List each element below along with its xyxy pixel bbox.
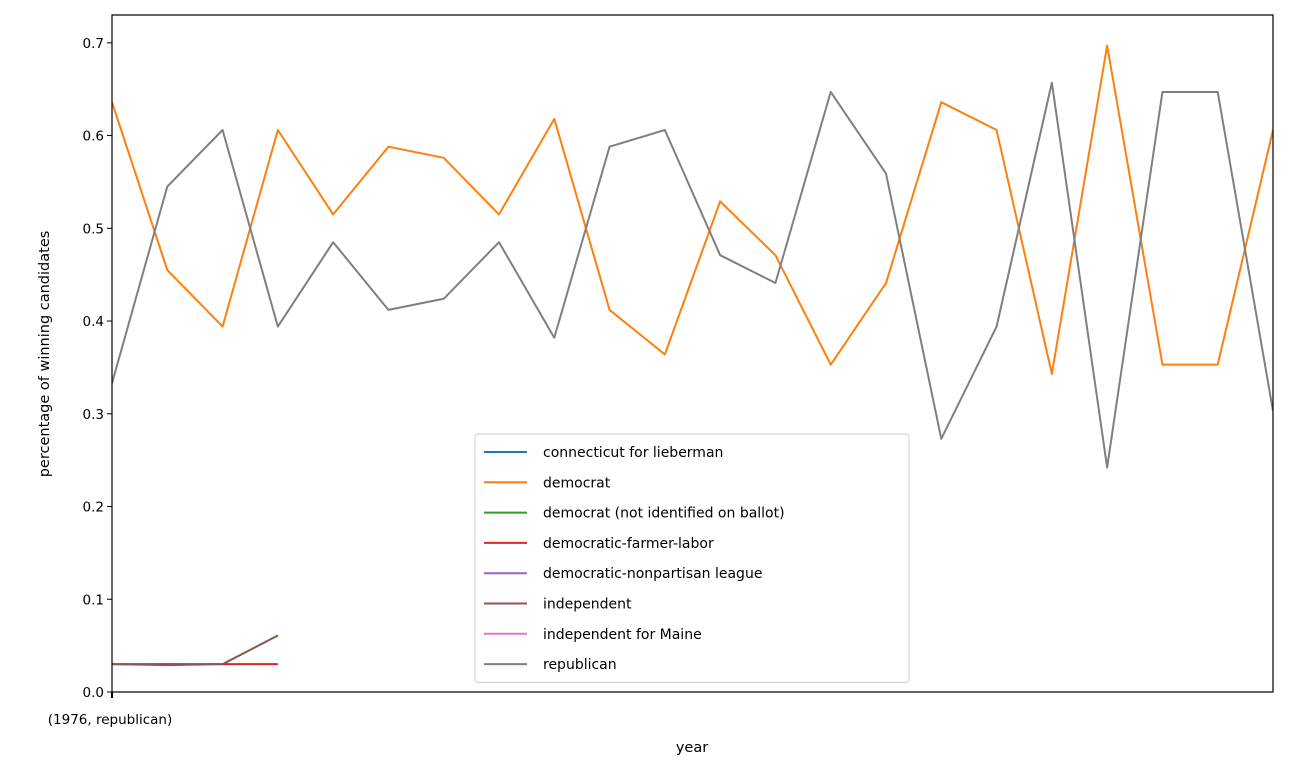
legend-label: democrat (not identified on ballot)	[543, 506, 785, 522]
legend-item-connecticut-for-lieberman: connecticut for lieberman	[484, 445, 723, 461]
y-tick-label: 0.1	[83, 592, 104, 608]
y-tick-label: 0.0	[83, 685, 104, 701]
legend-item-democrat-not-identified-on-ballot: democrat (not identified on ballot)	[484, 506, 785, 522]
y-tick-label: 0.2	[83, 500, 104, 516]
y-tick-label: 0.3	[83, 407, 104, 423]
plot-frame	[111, 14, 1274, 693]
legend-box	[474, 433, 910, 683]
y-tick-label: 0.7	[83, 36, 104, 52]
y-tick-label: 0.4	[83, 314, 104, 330]
x-axis: (1976, republican)	[48, 692, 172, 728]
legend-item-democratic-farmer-labor: democratic-farmer-labor	[484, 536, 714, 552]
legend-item-independent-for-maine: independent for Maine	[484, 627, 702, 643]
legend-label: connecticut for lieberman	[543, 445, 723, 461]
legend-item-independent: independent	[484, 597, 632, 613]
legend-label: independent	[543, 597, 632, 613]
legend-label: democratic-nonpartisan league	[543, 566, 762, 582]
legend-label: democratic-farmer-labor	[543, 536, 714, 552]
y-axis-label: percentage of winning candidates	[37, 231, 53, 478]
legend-label: independent for Maine	[543, 627, 702, 643]
legend: connecticut for lieberman democrat democra…	[474, 433, 910, 683]
y-tick-label: 0.5	[83, 221, 104, 237]
legend-label: democrat	[543, 475, 611, 491]
x-axis-label: year	[676, 740, 708, 756]
series-line-independent	[112, 634, 279, 667]
legend-item-democrat: democrat	[484, 475, 611, 491]
y-tick-label: 0.6	[83, 129, 104, 145]
series-layer	[112, 44, 1273, 667]
legend-item-republican: republican	[484, 657, 617, 673]
legend-label: republican	[543, 657, 617, 673]
legend-item-democratic-nonpartisan-league: democratic-nonpartisan league	[484, 566, 762, 582]
x-tick-label: (1976, republican)	[48, 712, 172, 728]
y-axis: 0.0 0.1 0.2 0.3 0.4 0.5 0.6 0.7	[83, 36, 112, 701]
series-line-democrat	[112, 44, 1273, 375]
series-line-republican	[112, 81, 1273, 469]
